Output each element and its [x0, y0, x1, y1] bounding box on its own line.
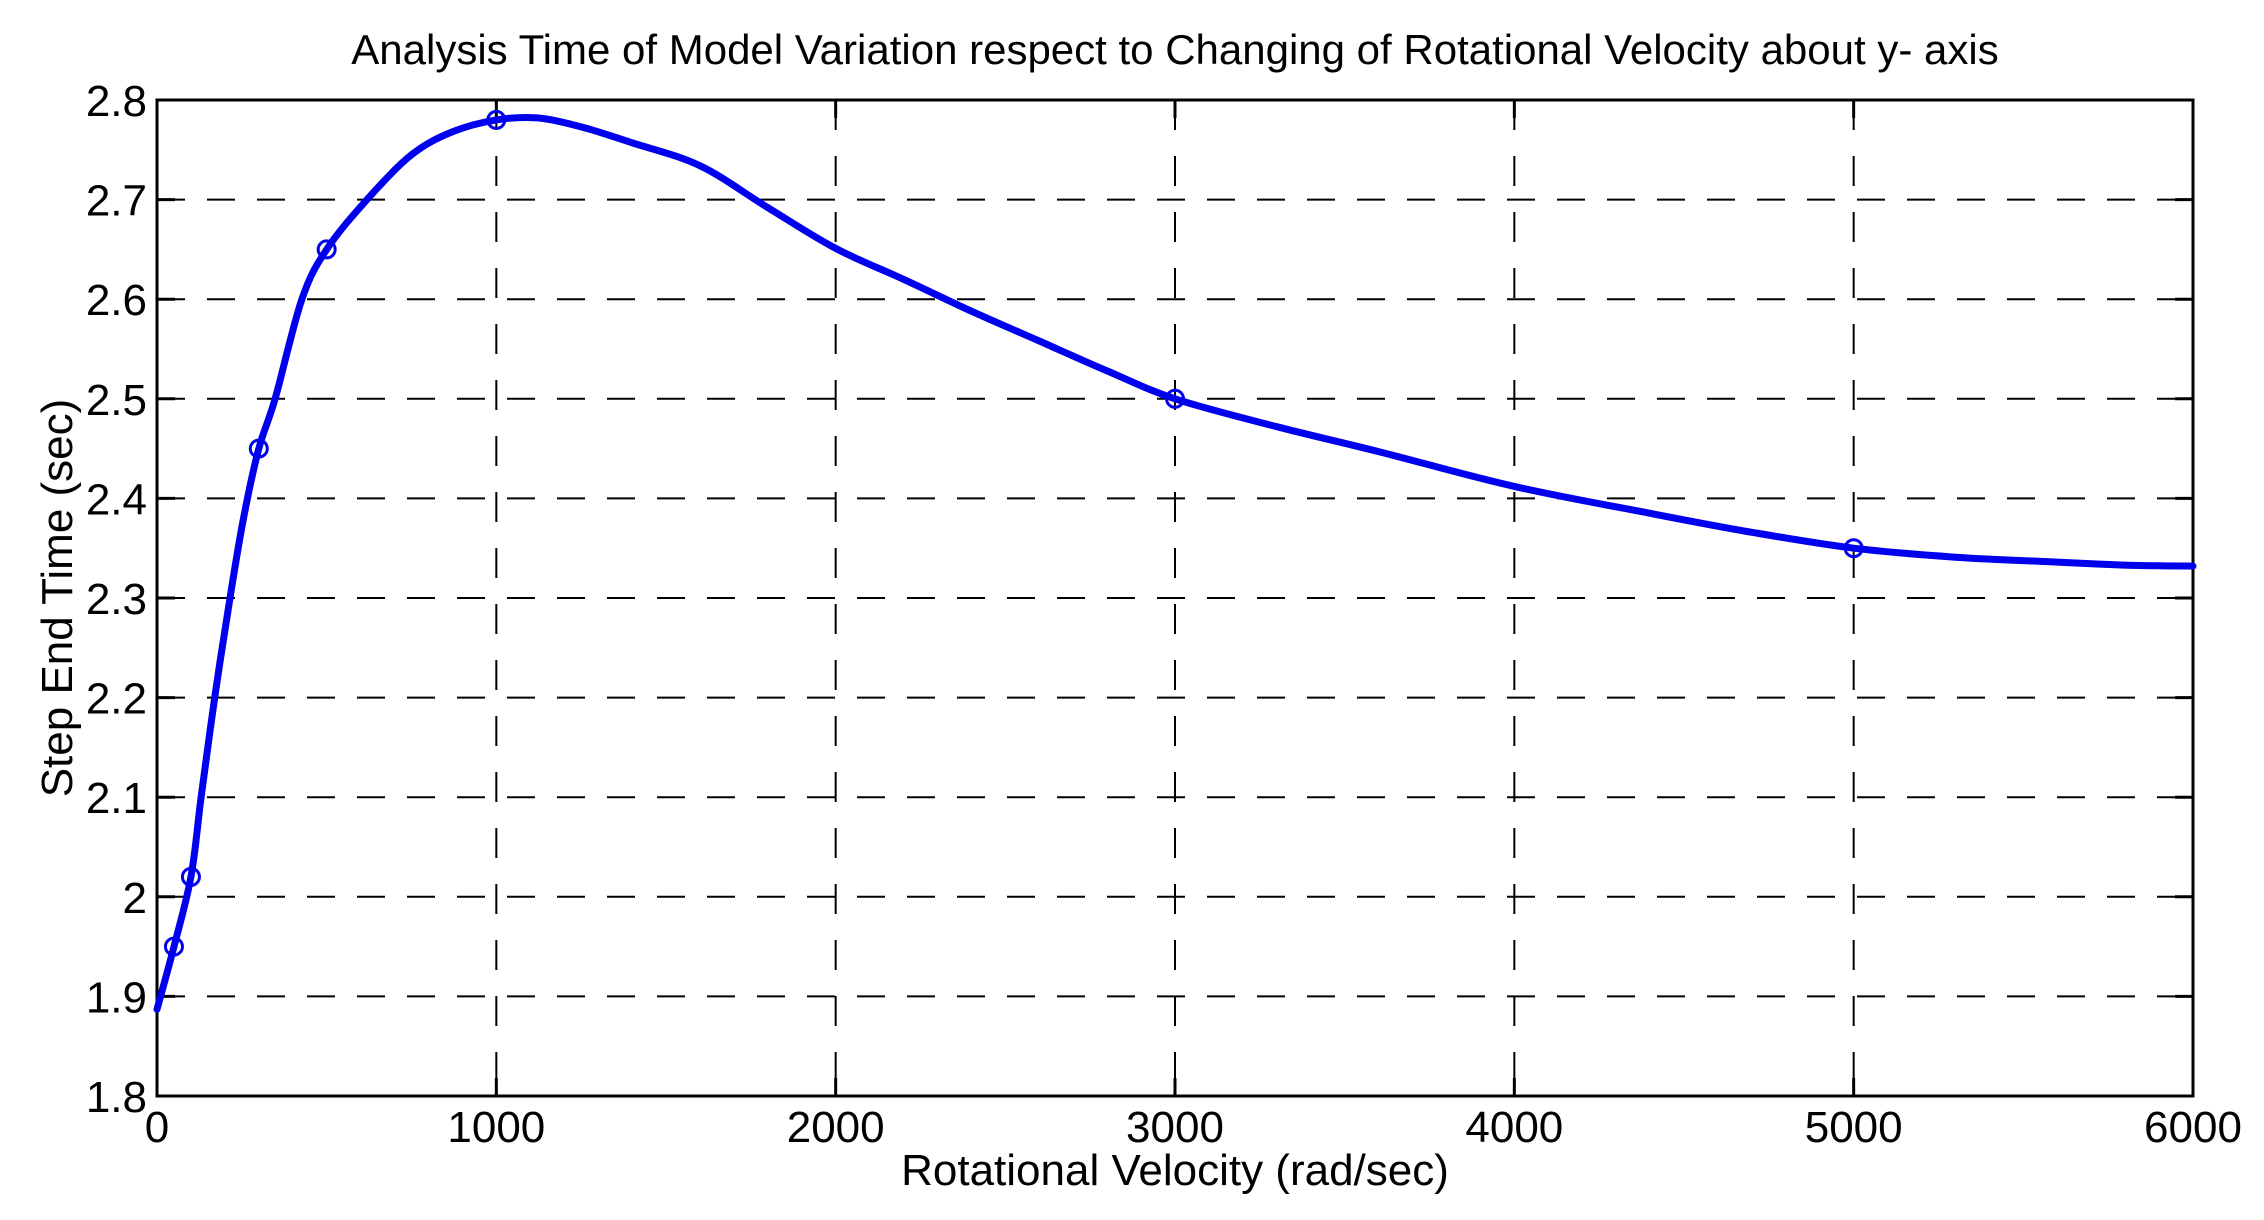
data-point-marker	[180, 866, 201, 887]
data-point-marker	[1165, 388, 1185, 409]
x-tick-label: 2000	[787, 1103, 885, 1152]
y-tick-label: 1.8	[86, 1073, 147, 1122]
data-point-marker	[486, 109, 507, 130]
x-axis-label: Rotational Velocity (rad/sec)	[901, 1146, 1449, 1195]
x-tick-labels: 0 1000 2000 3000 4000 5000 6000	[145, 1103, 2242, 1152]
data-point-marker	[163, 936, 184, 957]
y-tick-label: 2	[123, 874, 147, 923]
y-axis-label: Step End Time (sec)	[33, 399, 82, 798]
x-tick-label: 5000	[1805, 1103, 1903, 1152]
gridlines	[157, 100, 2193, 1096]
tick-marks	[155, 98, 2195, 1098]
y-tick-label: 2.6	[86, 276, 147, 325]
y-tick-label: 2.7	[86, 177, 147, 226]
x-tick-label: 1000	[447, 1103, 545, 1152]
y-tick-label: 2.3	[86, 575, 147, 624]
series-line	[153, 113, 2197, 1013]
x-tick-label: 6000	[2144, 1103, 2242, 1152]
x-tick-label: 0	[145, 1103, 169, 1152]
y-tick-label: 2.1	[86, 774, 147, 823]
x-tick-label: 3000	[1126, 1103, 1224, 1152]
y-tick-label: 2.5	[86, 376, 147, 425]
data-point-marker	[316, 239, 337, 260]
y-tick-label: 1.9	[86, 973, 147, 1022]
y-tick-label: 2.8	[86, 77, 147, 126]
x-tick-label: 4000	[1465, 1103, 1563, 1152]
data-point-marker	[248, 438, 269, 459]
y-tick-labels: 1.8 1.9 2 2.1 2.2 2.3 2.4 2.5 2.6 2.7 2.8	[86, 77, 147, 1122]
data-series	[153, 109, 2197, 1013]
data-point-marker	[1843, 538, 1864, 559]
y-tick-label: 2.4	[86, 475, 147, 524]
chart-title: Analysis Time of Model Variation respect…	[351, 26, 1998, 73]
y-tick-label: 2.2	[86, 675, 147, 724]
